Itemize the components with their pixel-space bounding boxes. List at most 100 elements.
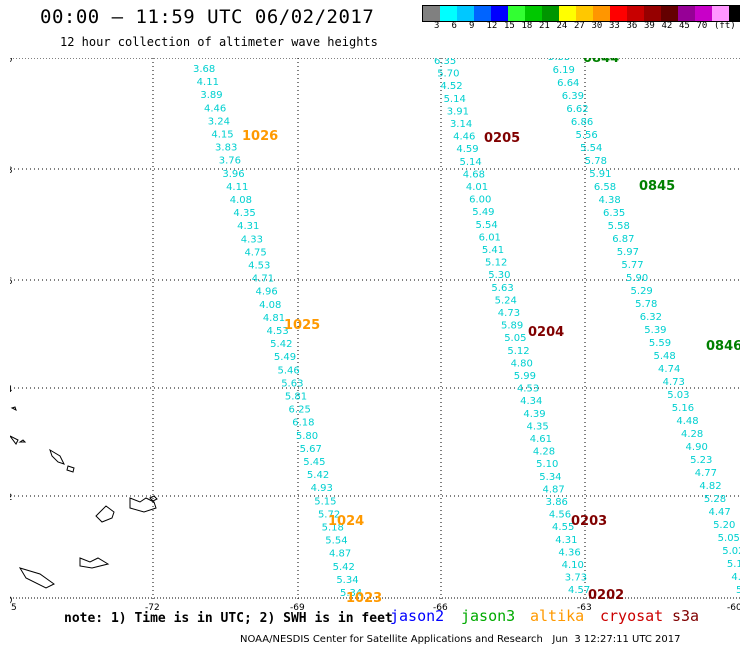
track-0844-value: 5.59 [649, 338, 671, 349]
legend-swatch [542, 6, 559, 21]
track-0844-value: 6.32 [640, 312, 662, 323]
legend-swatch [576, 6, 593, 21]
track-0205-value: 5.24 [495, 295, 517, 306]
coastline [66, 465, 75, 473]
track-0844-value: 6.19 [553, 65, 575, 76]
track-0205-value: 6.00 [469, 195, 491, 206]
track-0205-value: 4.10 [562, 560, 584, 571]
legend-label: (ft) [714, 21, 736, 31]
track-0844-value: 5.0 [736, 585, 740, 596]
track-1026-value: 5.46 [278, 365, 300, 376]
track-0205-value: 4.61 [530, 434, 552, 445]
coastline [18, 567, 55, 589]
track-0205-value: 5.63 [491, 283, 513, 294]
pass-label-0202: 0202 [588, 588, 624, 603]
track-0205-value: 4.34 [520, 396, 542, 407]
track-0844-value: 5.05 [718, 533, 740, 544]
track-1026-value: 4.96 [255, 287, 277, 298]
track-0205-value: 4.52 [440, 81, 462, 92]
legend-swatch [440, 6, 457, 21]
track-1026-value: 4.08 [230, 195, 252, 206]
coastline [79, 557, 110, 569]
footer-note: note: 1) Time is in UTC; 2) SWH is in fe… [64, 611, 393, 626]
track-0205-value: 3.86 [546, 497, 568, 508]
track-1026-value: 4.87 [329, 549, 351, 560]
pass-label-0203: 0203 [571, 514, 607, 529]
legend-swatch [627, 6, 644, 21]
legend-label: 36 [626, 21, 638, 31]
legend-label: 42 [661, 21, 673, 31]
legend-label: 70 [696, 21, 708, 31]
track-0205-value: 5.12 [485, 258, 507, 269]
legend-swatch [712, 6, 729, 21]
legend-swatch [559, 6, 576, 21]
track-1026-value: 5.54 [325, 536, 347, 547]
track-1026-value: 5.67 [300, 444, 322, 455]
track-1026-value: 5.42 [333, 562, 355, 573]
track-0205-value: 5.30 [488, 270, 510, 281]
track-1026-value: 4.81 [263, 313, 285, 324]
x-tick-label: -60 [727, 603, 740, 610]
track-0844-value: 4.48 [676, 416, 698, 427]
track-0205-value: 6.35 [434, 58, 456, 67]
track-1026-value: 4.15 [211, 130, 233, 141]
track-1026-value: 5.45 [303, 457, 325, 468]
track-0205-value: 6.01 [479, 232, 501, 243]
y-tick-label: 22 [10, 493, 12, 503]
track-0205-value: 4.46 [453, 132, 475, 143]
track-0844-value: 5.90 [626, 273, 648, 284]
legend-label: 3 [434, 21, 440, 31]
credit-line: NOAA/NESDIS Center for Satellite Applica… [240, 634, 681, 645]
track-0844-value: 4.82 [699, 481, 721, 492]
track-1026-value: 5.49 [274, 352, 296, 363]
legend-swatch [729, 6, 740, 21]
track-0205-value: 4.73 [498, 308, 520, 319]
pass-label-1026: 1026 [242, 129, 278, 144]
y-tick-label: 26 [10, 277, 13, 287]
track-0844-value: 5.48 [653, 351, 675, 362]
track-1026-value: 3.24 [208, 116, 230, 127]
track-1026-value: 4.11 [226, 182, 248, 193]
legend-label: 45 [679, 21, 690, 31]
track-0844-value: 4.73 [663, 377, 685, 388]
track-0844-value: 5.39 [644, 325, 666, 336]
y-tick-label: 20 [10, 596, 13, 606]
track-0844-value: 4.74 [658, 364, 680, 375]
track-0205-value: 5.49 [472, 207, 494, 218]
legend-label: 30 [591, 21, 603, 31]
legend-swatch [508, 6, 525, 21]
legend-label: 9 [469, 21, 475, 31]
satellite-legend-jason3: jason3 [461, 607, 516, 625]
track-1026-value: 4.46 [204, 103, 226, 114]
track-1026-value: 5.80 [296, 431, 318, 442]
track-0205-value: 3.14 [450, 119, 472, 130]
track-1026-value: 3.83 [215, 143, 237, 154]
track-0844-value: 4.90 [686, 442, 708, 453]
track-0205-value: 4.68 [463, 169, 485, 180]
track-0205-value: 4.31 [555, 535, 577, 546]
track-0844-value: 5.78 [635, 299, 657, 310]
track-0844-value: 6.62 [566, 104, 588, 115]
track-0205-value: 4.56 [549, 510, 571, 521]
track-0205-value: 5.34 [539, 472, 561, 483]
track-0844-value: 5.1 [727, 559, 740, 570]
legend-swatch [525, 6, 542, 21]
track-0844-value: 6.39 [562, 91, 584, 102]
legend-swatch [474, 6, 491, 21]
altimeter-map: 30 28 26 24 22 20-75 -72 -69 -66 -63 -60 3.68 4.11 3.… [10, 58, 740, 610]
track-0205-value: 4.53 [517, 384, 539, 395]
page-subtitle: 12 hour collection of altimeter wave hei… [60, 35, 378, 49]
track-1026-value: 5.81 [285, 392, 307, 403]
coastline [10, 435, 19, 445]
track-0844-value: 5.03 [667, 390, 689, 401]
track-0844-value: 5.77 [621, 260, 643, 271]
track-0205-value: 5.89 [501, 321, 523, 332]
pass-label-1025: 1025 [284, 318, 320, 333]
track-0844-value: 4.47 [708, 507, 730, 518]
track-0844-value: 5.97 [617, 247, 639, 258]
track-0844-value: 6.86 [571, 117, 593, 128]
legend-swatch [644, 6, 661, 21]
track-0205-value: 4.28 [533, 447, 555, 458]
coastline [49, 448, 65, 465]
track-0205-value: 5.14 [444, 94, 466, 105]
